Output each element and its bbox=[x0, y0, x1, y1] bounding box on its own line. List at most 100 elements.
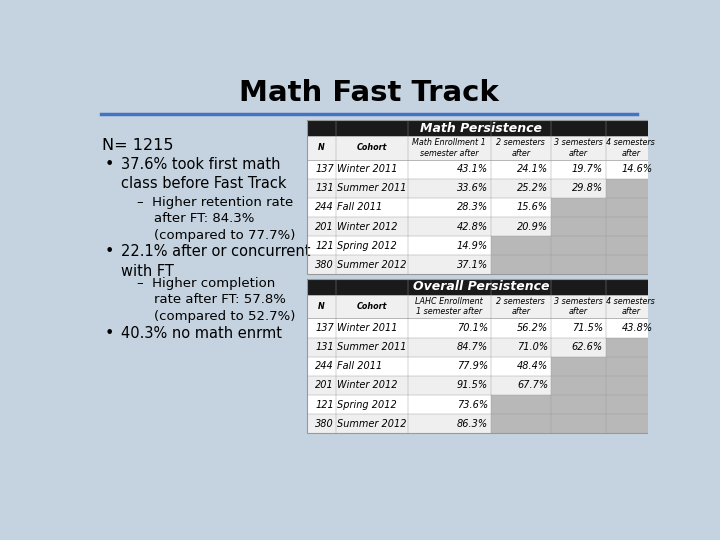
Text: 33.6%: 33.6% bbox=[456, 183, 488, 193]
Bar bbox=[336, 179, 408, 198]
Text: 2 semesters
after: 2 semesters after bbox=[496, 297, 545, 316]
Text: 3 semesters
after: 3 semesters after bbox=[554, 297, 603, 316]
Bar bbox=[307, 338, 336, 357]
Text: 62.6%: 62.6% bbox=[572, 342, 603, 352]
Text: 43.8%: 43.8% bbox=[622, 323, 653, 333]
Bar bbox=[307, 120, 656, 274]
Bar bbox=[606, 198, 656, 217]
Bar bbox=[490, 338, 551, 357]
Bar bbox=[551, 198, 606, 217]
Text: 43.1%: 43.1% bbox=[456, 164, 488, 174]
Bar bbox=[336, 395, 408, 414]
Text: Winter 2012: Winter 2012 bbox=[337, 380, 397, 390]
Text: 244: 244 bbox=[315, 361, 334, 372]
Bar bbox=[408, 236, 490, 255]
Text: 73.6%: 73.6% bbox=[456, 400, 488, 409]
Bar bbox=[307, 198, 336, 217]
Text: 380: 380 bbox=[315, 260, 334, 270]
Text: •: • bbox=[105, 245, 114, 259]
Text: 77.9%: 77.9% bbox=[456, 361, 488, 372]
Bar bbox=[307, 179, 336, 198]
Bar bbox=[606, 414, 656, 433]
Bar bbox=[307, 357, 336, 376]
Text: 37.1%: 37.1% bbox=[456, 260, 488, 270]
Bar bbox=[490, 414, 551, 433]
Bar bbox=[551, 414, 606, 433]
Bar bbox=[490, 179, 551, 198]
Bar bbox=[307, 395, 336, 414]
Bar bbox=[490, 376, 551, 395]
Bar bbox=[408, 198, 490, 217]
Bar bbox=[606, 357, 656, 376]
Bar bbox=[606, 217, 656, 236]
Text: 70.1%: 70.1% bbox=[456, 323, 488, 333]
Text: Cohort: Cohort bbox=[356, 144, 387, 152]
Bar bbox=[490, 160, 551, 179]
Bar bbox=[408, 414, 490, 433]
Text: 121: 121 bbox=[315, 400, 334, 409]
Bar bbox=[408, 338, 490, 357]
Bar bbox=[307, 120, 656, 136]
Text: 28.3%: 28.3% bbox=[456, 202, 488, 212]
Bar bbox=[606, 319, 656, 338]
Bar bbox=[606, 236, 656, 255]
Bar bbox=[307, 319, 336, 338]
Text: Winter 2012: Winter 2012 bbox=[337, 221, 397, 232]
Text: 131: 131 bbox=[315, 183, 334, 193]
Text: 40.3% no math enrmt: 40.3% no math enrmt bbox=[121, 326, 282, 341]
Bar bbox=[606, 376, 656, 395]
Text: 29.8%: 29.8% bbox=[572, 183, 603, 193]
Bar bbox=[551, 357, 606, 376]
Bar bbox=[336, 414, 408, 433]
Bar bbox=[490, 217, 551, 236]
Bar bbox=[408, 357, 490, 376]
Bar bbox=[336, 319, 408, 338]
Text: Math Fast Track: Math Fast Track bbox=[239, 79, 499, 107]
Text: 2 semesters
after: 2 semesters after bbox=[496, 138, 545, 158]
Bar bbox=[551, 376, 606, 395]
Text: Winter 2011: Winter 2011 bbox=[337, 323, 397, 333]
Bar bbox=[408, 376, 490, 395]
Bar bbox=[490, 357, 551, 376]
Bar bbox=[408, 395, 490, 414]
Bar bbox=[490, 319, 551, 338]
Text: 71.5%: 71.5% bbox=[572, 323, 603, 333]
Text: 71.0%: 71.0% bbox=[517, 342, 548, 352]
Bar bbox=[551, 255, 606, 274]
Text: 201: 201 bbox=[315, 380, 334, 390]
Text: 137: 137 bbox=[315, 323, 334, 333]
Bar bbox=[408, 255, 490, 274]
Bar bbox=[336, 376, 408, 395]
Bar bbox=[490, 255, 551, 274]
Text: Summer 2012: Summer 2012 bbox=[337, 418, 406, 429]
Bar bbox=[551, 338, 606, 357]
Bar bbox=[551, 395, 606, 414]
Text: N: N bbox=[318, 302, 325, 311]
Bar bbox=[307, 136, 656, 160]
Text: 25.2%: 25.2% bbox=[517, 183, 548, 193]
Bar bbox=[551, 319, 606, 338]
Text: 14.6%: 14.6% bbox=[622, 164, 653, 174]
Bar bbox=[490, 395, 551, 414]
Bar bbox=[606, 255, 656, 274]
Text: 4 semesters
after: 4 semesters after bbox=[606, 138, 655, 158]
Bar bbox=[490, 198, 551, 217]
Bar bbox=[336, 160, 408, 179]
Text: Math Persistence: Math Persistence bbox=[420, 122, 542, 134]
Bar bbox=[307, 279, 656, 433]
Text: 19.7%: 19.7% bbox=[572, 164, 603, 174]
Text: Winter 2011: Winter 2011 bbox=[337, 164, 397, 174]
Text: 56.2%: 56.2% bbox=[517, 323, 548, 333]
Text: 22.1% after or concurrent
with FT: 22.1% after or concurrent with FT bbox=[121, 245, 310, 279]
Bar bbox=[551, 179, 606, 198]
Bar bbox=[307, 279, 656, 295]
Bar bbox=[307, 255, 336, 274]
Text: Summer 2012: Summer 2012 bbox=[337, 260, 406, 270]
Text: 244: 244 bbox=[315, 202, 334, 212]
Bar bbox=[606, 160, 656, 179]
Text: Spring 2012: Spring 2012 bbox=[337, 400, 397, 409]
Bar bbox=[551, 236, 606, 255]
Bar bbox=[336, 217, 408, 236]
Text: 131: 131 bbox=[315, 342, 334, 352]
Text: N= 1215: N= 1215 bbox=[102, 138, 174, 153]
